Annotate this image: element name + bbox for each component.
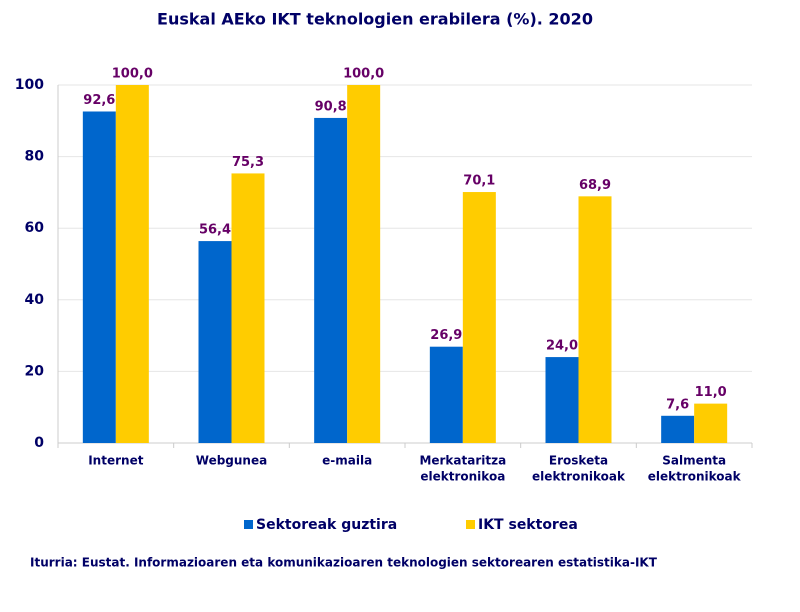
source-note: Iturria: Eustat. Informazioaren eta komu… <box>30 556 658 570</box>
bar <box>545 357 579 443</box>
x-tick-label: Erosketa <box>549 454 608 468</box>
bar <box>198 241 232 443</box>
bar <box>314 117 348 443</box>
x-tick-label: Internet <box>88 454 143 468</box>
x-tick-label: Merkataritza <box>419 454 506 468</box>
legend-label: Sektoreak guztira <box>256 517 397 533</box>
legend-swatch <box>466 520 475 529</box>
legend-label: IKT sektorea <box>478 517 578 533</box>
y-tick-label: 60 <box>25 220 45 236</box>
y-tick-label: 100 <box>15 77 44 93</box>
value-label: 68,9 <box>579 178 611 193</box>
value-label: 75,3 <box>232 155 264 170</box>
value-label: 100,0 <box>343 67 384 82</box>
value-label: 92,6 <box>83 93 115 108</box>
x-tick-label: elektronikoa <box>420 470 505 484</box>
bar <box>347 85 381 443</box>
x-tick-label: e-maila <box>322 454 372 468</box>
y-tick-label: 80 <box>25 149 45 165</box>
bar <box>82 111 116 443</box>
value-label: 70,1 <box>463 174 495 189</box>
legend-swatch <box>244 520 253 529</box>
bar <box>694 403 728 443</box>
value-label: 11,0 <box>695 385 727 400</box>
x-tick-label: elektronikoak <box>532 470 626 484</box>
x-tick-label: Webgunea <box>196 454 267 468</box>
bar <box>462 192 496 443</box>
value-label: 90,8 <box>315 99 347 114</box>
value-label: 7,6 <box>666 397 689 412</box>
value-label: 100,0 <box>112 67 153 82</box>
y-tick-label: 0 <box>34 435 44 451</box>
bar <box>429 346 463 443</box>
chart-title: Euskal AEko IKT teknologien erabilera (%… <box>157 10 593 29</box>
x-tick-label: Salmenta <box>662 454 726 468</box>
value-label: 56,4 <box>199 223 231 238</box>
x-tick-label: elektronikoak <box>648 470 742 484</box>
value-label: 26,9 <box>430 328 462 343</box>
y-tick-label: 20 <box>25 363 45 379</box>
bar <box>231 173 265 443</box>
bar <box>578 196 612 443</box>
value-label: 24,0 <box>546 339 578 354</box>
y-tick-label: 40 <box>25 292 45 308</box>
bar <box>115 85 149 443</box>
bar <box>661 415 695 443</box>
